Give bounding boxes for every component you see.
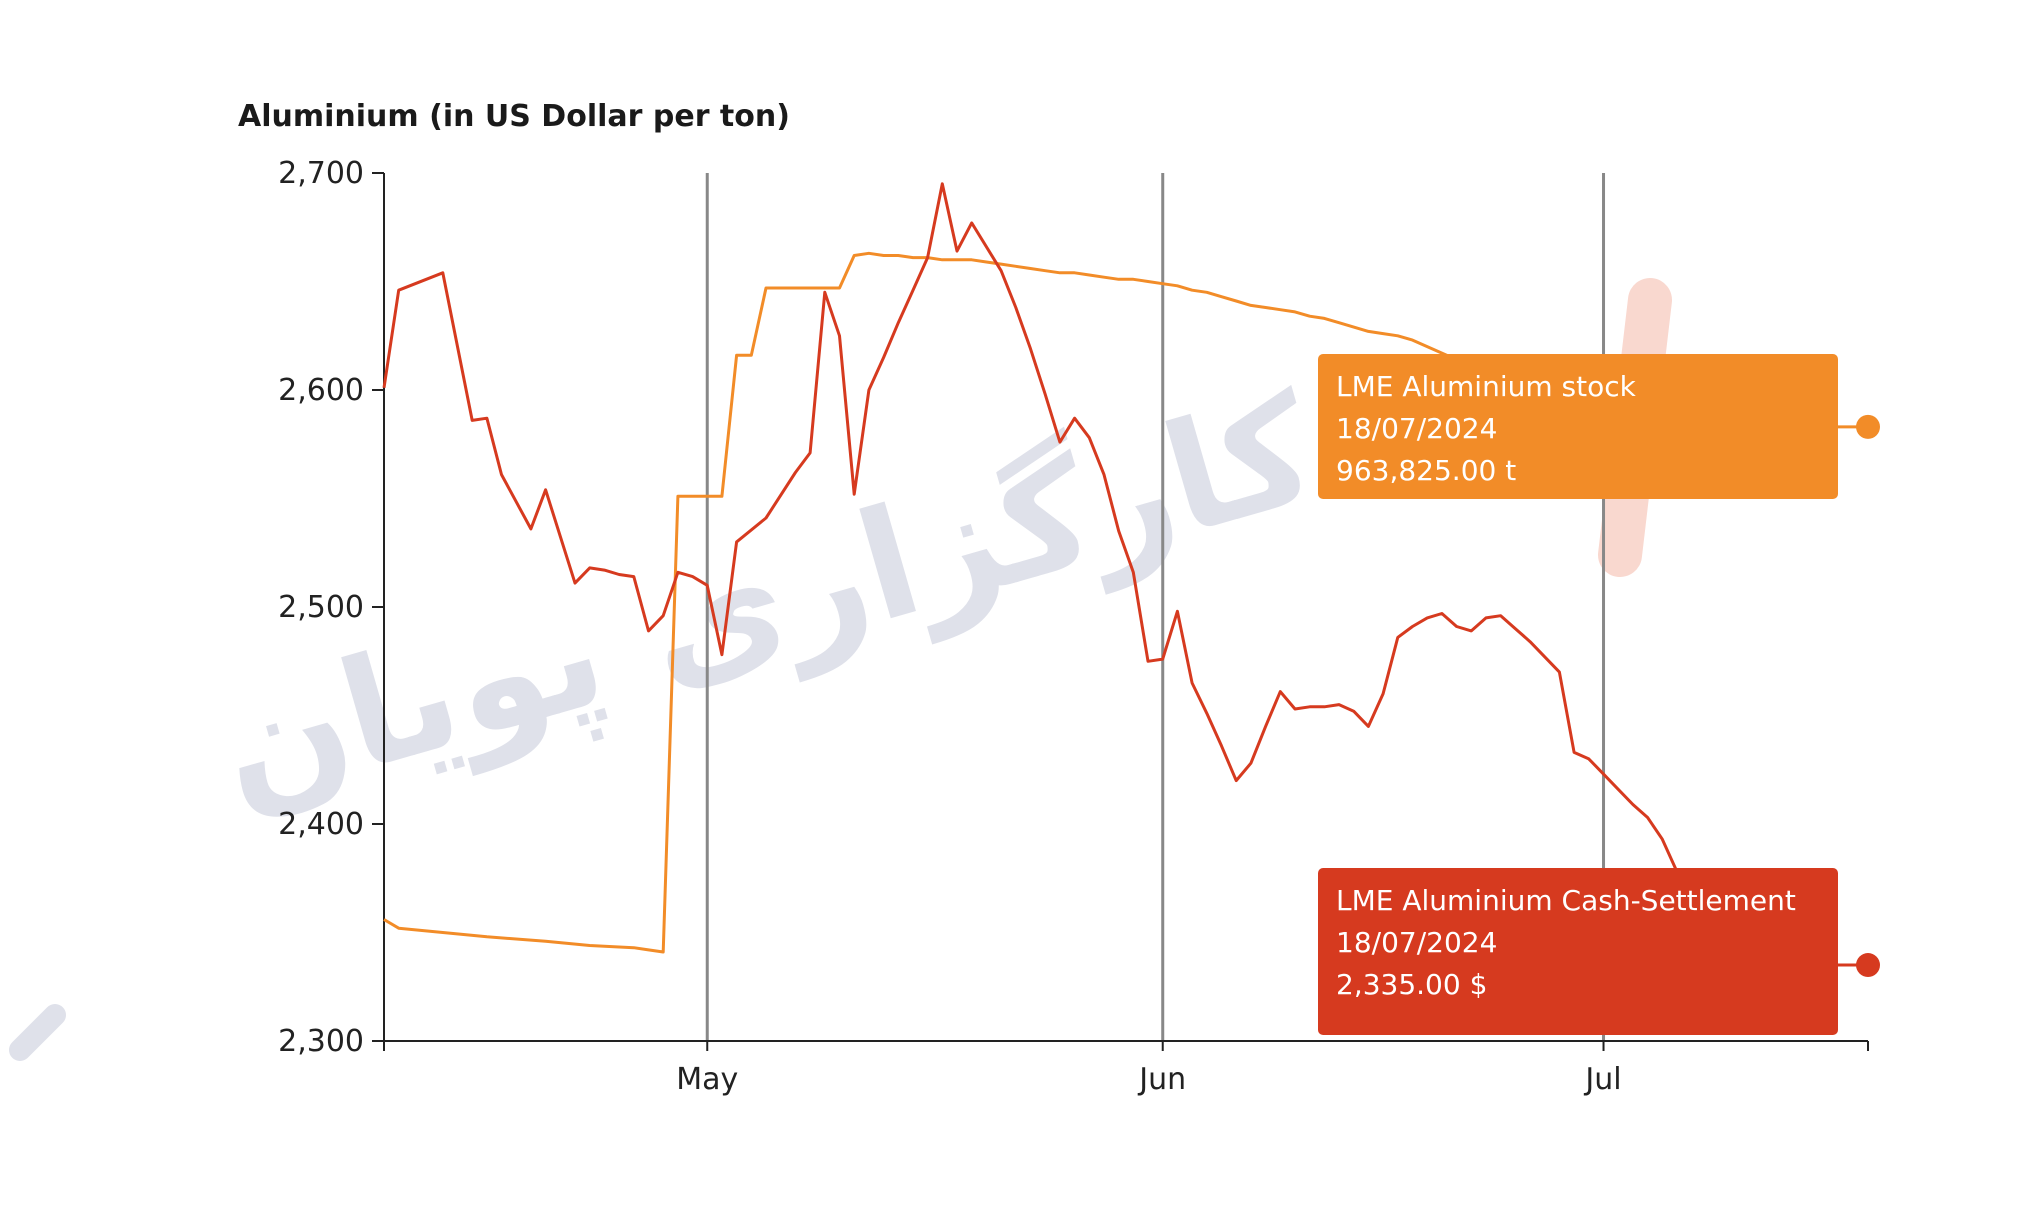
- tooltip-lme-aluminium-cash-settlement: LME Aluminium Cash-Settlement 18/07/2024 2…: [1318, 868, 1838, 1035]
- tooltip-value: 963,825.00 t: [1336, 454, 1516, 487]
- series-end-marker-lme-aluminium-stock: [1856, 414, 1880, 439]
- tooltip-series-name: LME Aluminium Cash-Settlement: [1336, 884, 1796, 917]
- tooltip-box: [1318, 868, 1838, 1035]
- tooltip-box: [1318, 354, 1838, 499]
- chart-title: Aluminium (in US Dollar per ton): [238, 99, 790, 134]
- x-tick-label: May: [676, 1062, 738, 1097]
- x-tick-label: Jun: [1137, 1062, 1186, 1097]
- tooltip-series-name: LME Aluminium stock: [1336, 370, 1637, 403]
- series-end-marker-lme-aluminium-cash-settlement: [1856, 953, 1880, 978]
- tooltip-date: 18/07/2024: [1336, 412, 1497, 445]
- y-tick-label: 2,300: [278, 1024, 364, 1059]
- y-tick-label: 2,500: [278, 590, 364, 625]
- y-tick-label: 2,400: [278, 807, 364, 842]
- watermark-corner-mark: [9, 1004, 66, 1061]
- series-line-lme-aluminium-cash-settlement: [382, 182, 1868, 967]
- y-tick-label: 2,700: [278, 156, 364, 191]
- x-axis-ticks: May Jun Jul: [676, 1041, 1622, 1097]
- y-axis-ticks: 2,300 2,400 2,500 2,600 2,700: [278, 156, 384, 1059]
- tooltip-value: 2,335.00 $: [1336, 968, 1487, 1001]
- x-tick-label: Jul: [1583, 1062, 1621, 1097]
- tooltip-lme-aluminium-stock: LME Aluminium stock 18/07/2024 963,825.00 …: [1318, 354, 1838, 499]
- y-tick-label: 2,600: [278, 373, 364, 408]
- tooltip-date: 18/07/2024: [1336, 926, 1497, 959]
- tooltips: LME Aluminium stock 18/07/2024 963,825.00 …: [1318, 354, 1838, 1035]
